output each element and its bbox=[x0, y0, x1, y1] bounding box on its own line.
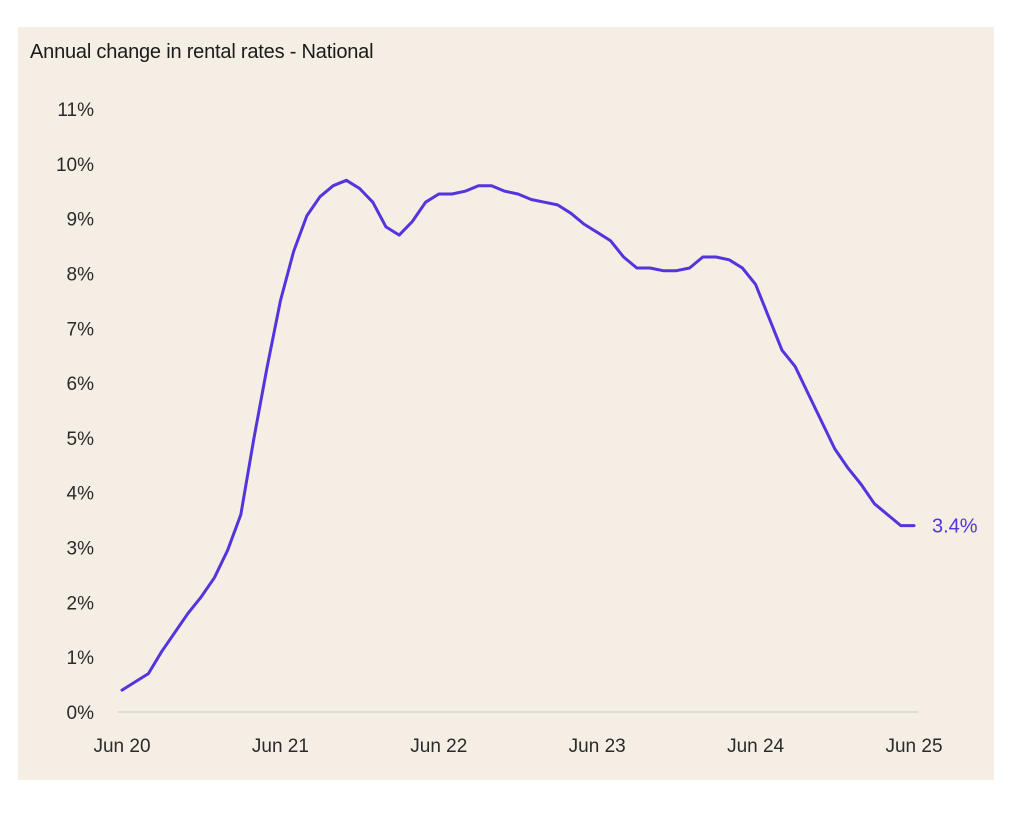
y-tick-label: 3% bbox=[67, 539, 95, 560]
y-tick-label: 9% bbox=[67, 210, 95, 231]
y-tick-label: 2% bbox=[67, 593, 95, 614]
y-tick-label: 8% bbox=[67, 264, 95, 285]
y-tick-label: 11% bbox=[57, 100, 94, 121]
y-tick-label: 1% bbox=[67, 648, 95, 669]
series-line bbox=[120, 178, 916, 692]
x-axis: Jun 20 Jun 21 Jun 22 Jun 23 Jun 24 Jun 25 bbox=[93, 711, 943, 757]
plot-area: 3.4% bbox=[120, 178, 978, 692]
x-tick-label: Jun 25 bbox=[885, 736, 942, 757]
line-chart: 0%1%2%3%4%5%6%7%8%9%10%11% Jun 20 Jun 21 J… bbox=[56, 100, 978, 757]
x-tick-label: Jun 24 bbox=[727, 736, 784, 757]
x-tick-label: Jun 21 bbox=[252, 736, 309, 757]
x-tick-label: Jun 22 bbox=[410, 736, 467, 757]
y-tick-label: 5% bbox=[67, 429, 95, 450]
y-tick-label: 0% bbox=[67, 703, 95, 724]
x-tick-label: Jun 20 bbox=[93, 736, 150, 757]
y-tick-label: 10% bbox=[56, 155, 94, 176]
y-tick-label: 7% bbox=[67, 319, 95, 340]
y-tick-label: 6% bbox=[67, 374, 95, 395]
end-value-label: 3.4% bbox=[932, 516, 978, 538]
chart-title: Annual change in rental rates - National bbox=[30, 41, 374, 63]
chart-card: Annual change in rental rates - National… bbox=[18, 27, 994, 780]
x-tick-label: Jun 23 bbox=[569, 736, 626, 757]
y-tick-label: 4% bbox=[67, 484, 95, 505]
y-axis: 0% 1% 2% 3% 4% 5% 6% 7% 8% 9% 10% 11% bbox=[56, 100, 94, 724]
